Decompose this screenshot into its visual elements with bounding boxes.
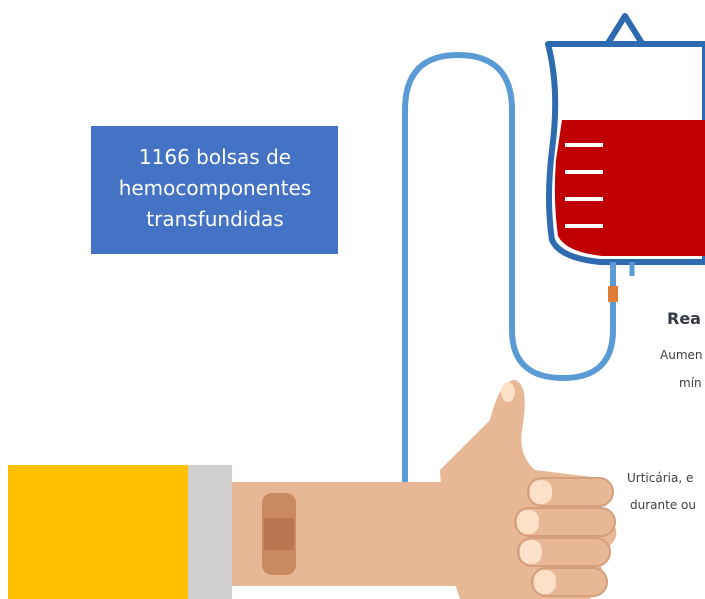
- page: {"callout": {"lines": ["1166 bolsas de",…: [0, 0, 705, 599]
- blood-bag: [548, 16, 705, 276]
- callout-text: hemocomponentes: [119, 176, 312, 200]
- arm: [8, 380, 616, 599]
- side-text: Urticária, e: [627, 471, 693, 485]
- callout-text: transfundidas: [146, 207, 283, 231]
- side-text: Aumen: [660, 348, 703, 362]
- side-text: mín: [679, 376, 702, 390]
- tube-clamp: [608, 286, 618, 302]
- callout-text: 1166 bolsas de: [139, 145, 291, 169]
- infographic: 1166 bolsas de hemocomponentes transfund…: [0, 0, 705, 599]
- side-text: durante ou: [630, 498, 696, 512]
- side-heading: Rea: [667, 309, 701, 328]
